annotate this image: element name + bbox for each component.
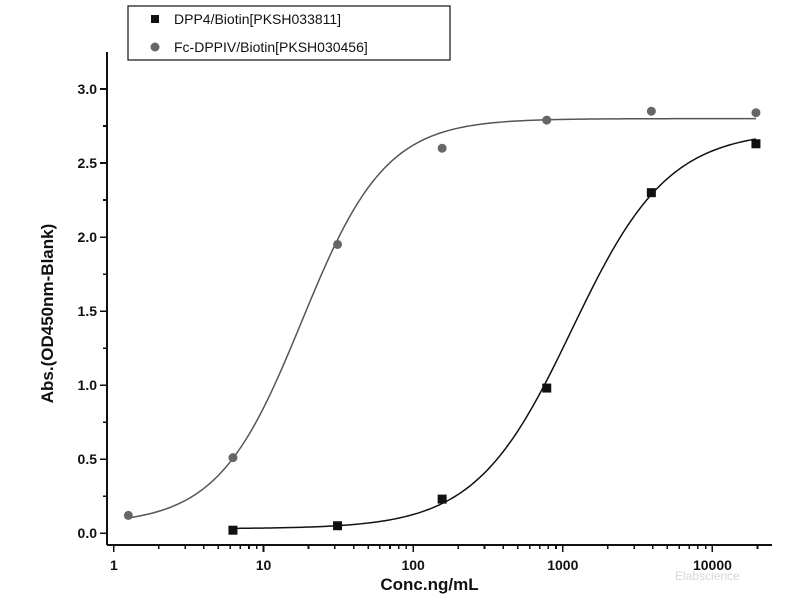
- data-point-circle: [646, 106, 656, 116]
- data-point-square: [751, 139, 761, 149]
- y-tick-label: 3.0: [78, 81, 98, 97]
- y-tick-label: 1.5: [78, 303, 98, 319]
- data-point-circle: [228, 453, 238, 463]
- data-point-square: [542, 383, 552, 393]
- data-point-circle: [333, 239, 343, 249]
- legend-box: [127, 5, 451, 61]
- legend-square-marker: [151, 15, 159, 23]
- y-axis-label: Abs.(OD450nm-Blank): [38, 224, 57, 403]
- y-tick-label: 0.0: [78, 525, 98, 541]
- x-tick-label: 1: [110, 557, 118, 573]
- fitted-curve-1: [232, 138, 757, 530]
- data-point-circle: [437, 143, 447, 153]
- x-tick-label: 10: [256, 557, 272, 573]
- legend-circle-marker: [150, 42, 160, 52]
- x-tick-label: 1000: [547, 557, 578, 573]
- data-point-square: [333, 521, 343, 531]
- data-point-circle: [123, 510, 133, 520]
- legend-label: DPP4/Biotin[PKSH033811]: [174, 11, 341, 27]
- x-tick-label: 100: [401, 557, 425, 573]
- x-tick-label: 10000: [693, 557, 732, 573]
- x-axis-label: Conc.ng/mL: [380, 575, 478, 594]
- data-point-circle: [542, 115, 552, 125]
- fitted-curve-2: [128, 117, 756, 519]
- data-point-circle: [751, 108, 761, 118]
- y-tick-label: 1.0: [78, 377, 98, 393]
- data-point-square: [228, 525, 238, 535]
- data-point-square: [646, 188, 656, 198]
- legend-label: Fc-DPPIV/Biotin[PKSH030456]: [174, 39, 368, 55]
- watermark-text: Elabscience: [675, 569, 740, 583]
- y-tick-label: 2.0: [78, 229, 98, 245]
- y-tick-label: 2.5: [78, 155, 98, 171]
- data-point-square: [437, 494, 447, 504]
- y-tick-label: 0.5: [78, 451, 98, 467]
